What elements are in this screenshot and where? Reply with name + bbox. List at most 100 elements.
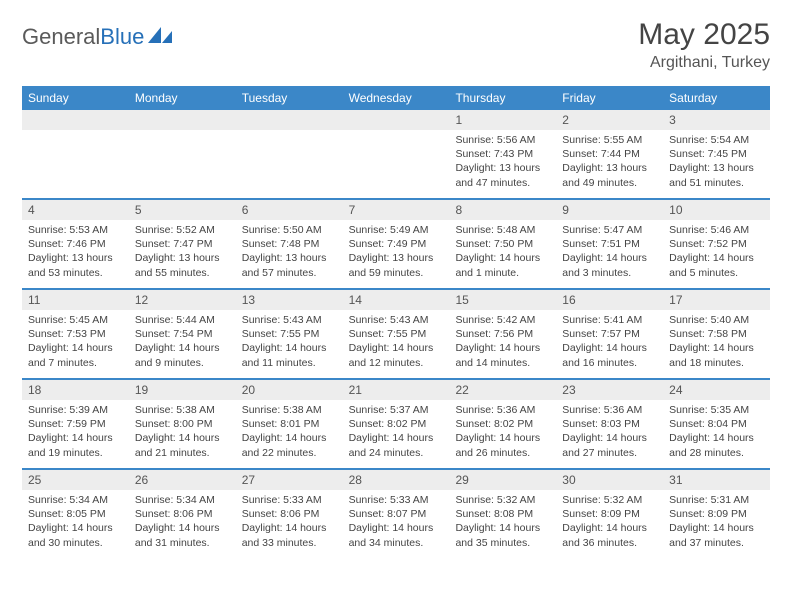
day-details: Sunrise: 5:33 AMSunset: 8:06 PMDaylight:…: [236, 490, 343, 550]
week-row: 25Sunrise: 5:34 AMSunset: 8:05 PMDayligh…: [22, 468, 770, 558]
day-number: 20: [236, 380, 343, 400]
day-cell: 16Sunrise: 5:41 AMSunset: 7:57 PMDayligh…: [556, 290, 663, 378]
day-details: Sunrise: 5:35 AMSunset: 8:04 PMDaylight:…: [663, 400, 770, 460]
day-number: 1: [449, 110, 556, 130]
day-details: Sunrise: 5:52 AMSunset: 7:47 PMDaylight:…: [129, 220, 236, 280]
day-number: 26: [129, 470, 236, 490]
day-header: Friday: [556, 86, 663, 110]
day-details: Sunrise: 5:43 AMSunset: 7:55 PMDaylight:…: [236, 310, 343, 370]
week-row: 1Sunrise: 5:56 AMSunset: 7:43 PMDaylight…: [22, 110, 770, 198]
day-number: 6: [236, 200, 343, 220]
day-number: 18: [22, 380, 129, 400]
logo-word-a: General: [22, 24, 100, 49]
day-number: 31: [663, 470, 770, 490]
day-cell: 29Sunrise: 5:32 AMSunset: 8:08 PMDayligh…: [449, 470, 556, 558]
day-details: Sunrise: 5:43 AMSunset: 7:55 PMDaylight:…: [343, 310, 450, 370]
day-number: 27: [236, 470, 343, 490]
day-details: Sunrise: 5:32 AMSunset: 8:09 PMDaylight:…: [556, 490, 663, 550]
day-details: Sunrise: 5:50 AMSunset: 7:48 PMDaylight:…: [236, 220, 343, 280]
day-details: Sunrise: 5:34 AMSunset: 8:06 PMDaylight:…: [129, 490, 236, 550]
day-cell: [129, 110, 236, 198]
day-number: 28: [343, 470, 450, 490]
logo: GeneralBlue: [22, 18, 174, 50]
day-details: Sunrise: 5:48 AMSunset: 7:50 PMDaylight:…: [449, 220, 556, 280]
day-details: Sunrise: 5:42 AMSunset: 7:56 PMDaylight:…: [449, 310, 556, 370]
day-details: Sunrise: 5:49 AMSunset: 7:49 PMDaylight:…: [343, 220, 450, 280]
title-block: May 2025 Argithani, Turkey: [638, 18, 770, 72]
day-cell: 24Sunrise: 5:35 AMSunset: 8:04 PMDayligh…: [663, 380, 770, 468]
day-details: Sunrise: 5:34 AMSunset: 8:05 PMDaylight:…: [22, 490, 129, 550]
day-number: 14: [343, 290, 450, 310]
day-cell: 2Sunrise: 5:55 AMSunset: 7:44 PMDaylight…: [556, 110, 663, 198]
page-subtitle: Argithani, Turkey: [638, 54, 770, 72]
day-header: Wednesday: [343, 86, 450, 110]
day-number: [129, 110, 236, 130]
day-details: Sunrise: 5:44 AMSunset: 7:54 PMDaylight:…: [129, 310, 236, 370]
day-cell: 28Sunrise: 5:33 AMSunset: 8:07 PMDayligh…: [343, 470, 450, 558]
day-cell: 14Sunrise: 5:43 AMSunset: 7:55 PMDayligh…: [343, 290, 450, 378]
day-number: 24: [663, 380, 770, 400]
day-details: Sunrise: 5:38 AMSunset: 8:01 PMDaylight:…: [236, 400, 343, 460]
day-cell: 23Sunrise: 5:36 AMSunset: 8:03 PMDayligh…: [556, 380, 663, 468]
day-cell: 11Sunrise: 5:45 AMSunset: 7:53 PMDayligh…: [22, 290, 129, 378]
day-details: Sunrise: 5:31 AMSunset: 8:09 PMDaylight:…: [663, 490, 770, 550]
day-details: Sunrise: 5:37 AMSunset: 8:02 PMDaylight:…: [343, 400, 450, 460]
day-number: [236, 110, 343, 130]
day-details: Sunrise: 5:53 AMSunset: 7:46 PMDaylight:…: [22, 220, 129, 280]
day-number: 2: [556, 110, 663, 130]
week-row: 11Sunrise: 5:45 AMSunset: 7:53 PMDayligh…: [22, 288, 770, 378]
day-header: Monday: [129, 86, 236, 110]
day-details: Sunrise: 5:55 AMSunset: 7:44 PMDaylight:…: [556, 130, 663, 190]
day-cell: 12Sunrise: 5:44 AMSunset: 7:54 PMDayligh…: [129, 290, 236, 378]
day-details: Sunrise: 5:54 AMSunset: 7:45 PMDaylight:…: [663, 130, 770, 190]
day-number: 23: [556, 380, 663, 400]
day-cell: 1Sunrise: 5:56 AMSunset: 7:43 PMDaylight…: [449, 110, 556, 198]
page-title: May 2025: [638, 18, 770, 52]
day-cell: [22, 110, 129, 198]
day-cell: [236, 110, 343, 198]
day-number: 22: [449, 380, 556, 400]
day-cell: [343, 110, 450, 198]
day-cell: 25Sunrise: 5:34 AMSunset: 8:05 PMDayligh…: [22, 470, 129, 558]
day-details: Sunrise: 5:38 AMSunset: 8:00 PMDaylight:…: [129, 400, 236, 460]
day-number: 19: [129, 380, 236, 400]
day-number: 17: [663, 290, 770, 310]
day-cell: 3Sunrise: 5:54 AMSunset: 7:45 PMDaylight…: [663, 110, 770, 198]
logo-word-b: Blue: [100, 24, 144, 49]
day-number: 12: [129, 290, 236, 310]
day-cell: 13Sunrise: 5:43 AMSunset: 7:55 PMDayligh…: [236, 290, 343, 378]
day-header: Thursday: [449, 86, 556, 110]
calendar-grid: SundayMondayTuesdayWednesdayThursdayFrid…: [22, 86, 770, 558]
day-cell: 8Sunrise: 5:48 AMSunset: 7:50 PMDaylight…: [449, 200, 556, 288]
day-number: 30: [556, 470, 663, 490]
day-cell: 21Sunrise: 5:37 AMSunset: 8:02 PMDayligh…: [343, 380, 450, 468]
day-details: Sunrise: 5:46 AMSunset: 7:52 PMDaylight:…: [663, 220, 770, 280]
day-details: Sunrise: 5:41 AMSunset: 7:57 PMDaylight:…: [556, 310, 663, 370]
day-cell: 30Sunrise: 5:32 AMSunset: 8:09 PMDayligh…: [556, 470, 663, 558]
day-cell: 5Sunrise: 5:52 AMSunset: 7:47 PMDaylight…: [129, 200, 236, 288]
day-header: Sunday: [22, 86, 129, 110]
day-details: Sunrise: 5:40 AMSunset: 7:58 PMDaylight:…: [663, 310, 770, 370]
day-details: Sunrise: 5:32 AMSunset: 8:08 PMDaylight:…: [449, 490, 556, 550]
day-details: Sunrise: 5:39 AMSunset: 7:59 PMDaylight:…: [22, 400, 129, 460]
day-cell: 27Sunrise: 5:33 AMSunset: 8:06 PMDayligh…: [236, 470, 343, 558]
day-cell: 31Sunrise: 5:31 AMSunset: 8:09 PMDayligh…: [663, 470, 770, 558]
day-cell: 19Sunrise: 5:38 AMSunset: 8:00 PMDayligh…: [129, 380, 236, 468]
day-number: 25: [22, 470, 129, 490]
day-number: 11: [22, 290, 129, 310]
day-cell: 18Sunrise: 5:39 AMSunset: 7:59 PMDayligh…: [22, 380, 129, 468]
day-cell: 10Sunrise: 5:46 AMSunset: 7:52 PMDayligh…: [663, 200, 770, 288]
week-row: 18Sunrise: 5:39 AMSunset: 7:59 PMDayligh…: [22, 378, 770, 468]
day-cell: 6Sunrise: 5:50 AMSunset: 7:48 PMDaylight…: [236, 200, 343, 288]
day-cell: 17Sunrise: 5:40 AMSunset: 7:58 PMDayligh…: [663, 290, 770, 378]
sail-icon: [148, 25, 174, 50]
day-details: Sunrise: 5:36 AMSunset: 8:02 PMDaylight:…: [449, 400, 556, 460]
day-details: Sunrise: 5:45 AMSunset: 7:53 PMDaylight:…: [22, 310, 129, 370]
day-number: [343, 110, 450, 130]
day-cell: 9Sunrise: 5:47 AMSunset: 7:51 PMDaylight…: [556, 200, 663, 288]
header: GeneralBlue May 2025 Argithani, Turkey: [22, 18, 770, 72]
day-cell: 20Sunrise: 5:38 AMSunset: 8:01 PMDayligh…: [236, 380, 343, 468]
day-header-row: SundayMondayTuesdayWednesdayThursdayFrid…: [22, 86, 770, 110]
day-cell: 4Sunrise: 5:53 AMSunset: 7:46 PMDaylight…: [22, 200, 129, 288]
day-number: 4: [22, 200, 129, 220]
